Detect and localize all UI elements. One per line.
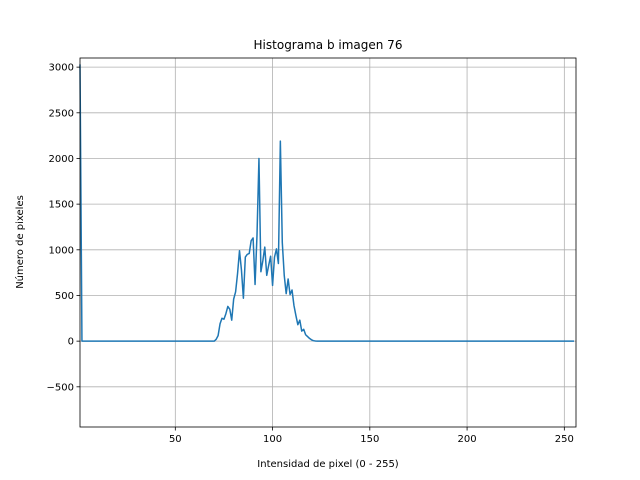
axis-ticks: 50 100 150 200 250 −500 0 500 1000 1500 2000 2500 30… — [47, 63, 574, 445]
x-tick-label: 150 — [360, 434, 379, 445]
y-tick-label: 0 — [68, 337, 74, 348]
x-tick-label: 250 — [555, 434, 574, 445]
grid-lines — [80, 58, 576, 427]
x-tick-label: 200 — [458, 434, 477, 445]
y-tick-label: 2500 — [49, 108, 74, 119]
series-layer — [79, 64, 575, 342]
y-axis-label: Número de pixeles — [14, 195, 26, 289]
y-tick-label: 500 — [55, 291, 74, 302]
y-tick-label: 1000 — [49, 245, 74, 256]
y-tick-label: 3000 — [49, 63, 74, 74]
x-axis-label: Intensidad de pixel (0 - 255) — [257, 459, 399, 470]
histogram-series-line — [79, 64, 575, 342]
y-tick-label: 1500 — [49, 200, 74, 211]
x-tick-label: 100 — [263, 434, 282, 445]
y-tick-label: 2000 — [49, 154, 74, 165]
x-tick-label: 50 — [169, 434, 182, 445]
y-tick-label: −500 — [47, 382, 74, 393]
chart-title: Histograma b imagen 76 — [254, 38, 403, 52]
plot-frame — [79, 57, 577, 428]
